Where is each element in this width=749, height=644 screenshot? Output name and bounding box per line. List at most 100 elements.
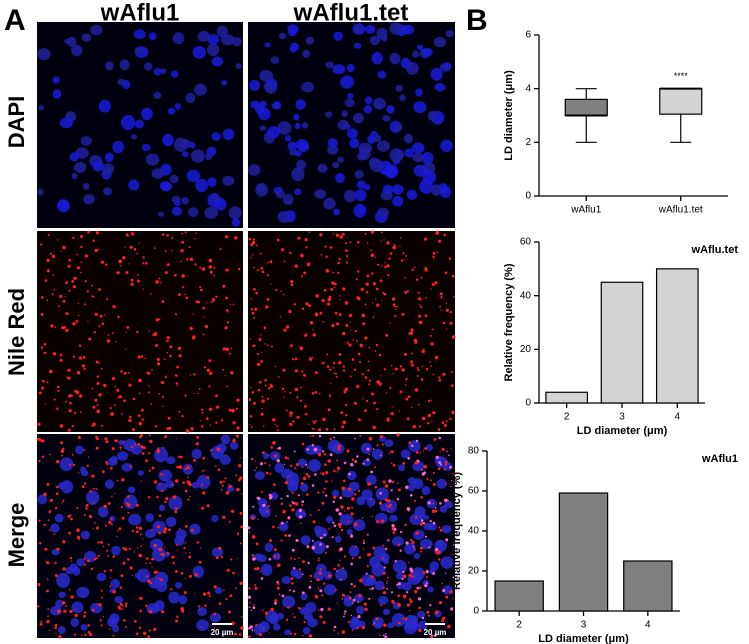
lipid-droplet [348, 313, 353, 318]
nucleus [423, 522, 432, 531]
lipid-droplet [445, 595, 449, 599]
lipid-droplet [127, 371, 130, 374]
lipid-droplet [302, 635, 304, 637]
lipid-droplet [249, 601, 251, 604]
lipid-droplet [379, 634, 381, 636]
lipid-droplet [175, 382, 178, 385]
lipid-droplet [438, 379, 442, 382]
lipid-droplet [215, 394, 218, 398]
lipid-droplet [106, 462, 109, 466]
lipid-droplet [118, 259, 122, 264]
nucleus [104, 479, 115, 489]
lipid-droplet [46, 482, 50, 486]
nucleus [211, 132, 221, 141]
lipid-droplet [87, 230, 90, 234]
lipid-droplet [131, 574, 133, 577]
nucleus [412, 478, 424, 490]
lipid-droplet [145, 604, 148, 607]
lipid-droplet [432, 256, 435, 259]
lipid-droplet [292, 420, 295, 423]
row-label: DAPI [4, 96, 29, 149]
lipid-droplet [139, 609, 142, 613]
lipid-droplet [338, 512, 342, 516]
lipid-droplet [150, 581, 153, 585]
lipid-droplet [274, 548, 277, 552]
lipid-droplet [176, 550, 178, 552]
lipid-droplet [327, 302, 331, 306]
lipid-droplet [70, 517, 73, 521]
lipid-droplet [386, 587, 388, 590]
lipid-droplet [402, 574, 407, 579]
lipid-droplet [141, 538, 144, 540]
nucleus [90, 24, 103, 36]
lipid-droplet [140, 355, 144, 358]
nucleus [426, 498, 438, 509]
x-tick-label: 2 [564, 412, 570, 423]
nucleus [389, 52, 401, 65]
nucleus [86, 490, 100, 506]
lipid-droplet [450, 448, 452, 450]
lipid-droplet [102, 545, 105, 548]
lipid-droplet [215, 295, 218, 298]
lipid-droplet [148, 385, 150, 387]
lipid-droplet [309, 435, 312, 437]
lipid-droplet [153, 627, 157, 632]
lipid-droplet [396, 433, 400, 437]
lipid-droplet [327, 408, 331, 412]
lipid-droplet [449, 311, 452, 314]
lipid-droplet [240, 525, 244, 529]
nucleus [257, 554, 267, 563]
lipid-droplet [354, 437, 356, 440]
lipid-droplet [241, 616, 243, 618]
lipid-droplet [138, 435, 142, 439]
lipid-droplet [92, 239, 95, 242]
lipid-droplet [318, 557, 320, 559]
lipid-droplet [361, 626, 366, 630]
lipid-droplet [452, 598, 454, 600]
lipid-droplet [249, 415, 253, 418]
lipid-droplet [325, 471, 329, 475]
lipid-droplet [450, 485, 452, 488]
lipid-droplet [177, 346, 182, 351]
nucleus [361, 489, 373, 500]
nucleus [294, 122, 301, 130]
nucleus [303, 626, 311, 635]
lipid-droplet [452, 335, 456, 339]
lipid-droplet [81, 485, 85, 489]
nucleus [110, 579, 120, 589]
lipid-droplet [109, 628, 111, 630]
nucleus [248, 164, 261, 176]
nucleus [220, 434, 231, 445]
lipid-droplet [136, 330, 139, 334]
lipid-droplet [248, 635, 251, 638]
lipid-droplet [322, 450, 325, 453]
nucleus [394, 123, 403, 132]
lipid-droplet [342, 365, 346, 368]
lipid-droplet [168, 528, 171, 532]
lipid-droplet [421, 349, 426, 354]
lipid-droplet [93, 558, 97, 561]
lipid-droplet [375, 287, 379, 291]
lipid-droplet [395, 308, 397, 310]
lipid-droplet [306, 262, 311, 267]
nucleus [84, 551, 97, 563]
lipid-droplet [84, 633, 87, 636]
lipid-droplet [339, 496, 343, 500]
x-axis-label: LD diameter (μm) [538, 633, 629, 644]
lipid-droplet [325, 480, 328, 483]
lipid-droplet [149, 439, 153, 444]
lipid-droplet [278, 446, 281, 450]
lipid-droplet [435, 455, 439, 459]
lipid-droplet [384, 498, 388, 502]
lipid-droplet [441, 421, 445, 424]
lipid-droplet [39, 622, 43, 626]
lipid-droplet [415, 278, 419, 281]
lipid-droplet [420, 546, 423, 550]
nucleus [307, 618, 318, 628]
lipid-droplet [453, 295, 455, 298]
lipid-droplet [60, 454, 63, 457]
nucleus [371, 52, 383, 65]
lipid-droplet [289, 414, 292, 417]
lipid-droplet [181, 274, 185, 278]
lipid-droplet [263, 627, 265, 630]
